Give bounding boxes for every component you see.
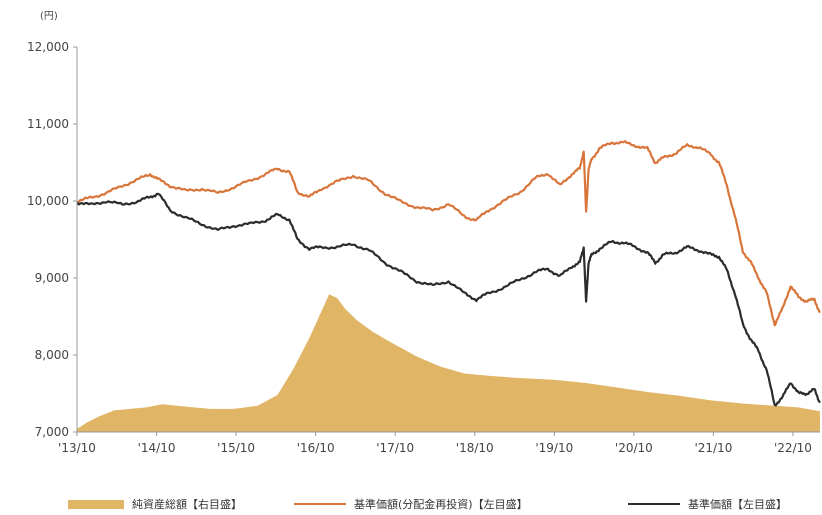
x-tick-label: '22/10 [774, 441, 812, 455]
x-tick-label: '17/10 [376, 441, 414, 455]
net-assets-area-shape [77, 294, 820, 432]
legend-label-nav: 基準価額【左目盛】 [688, 498, 787, 511]
net-assets-area [77, 294, 820, 432]
nav-lines [76, 140, 821, 407]
y-tick-label: 7,000 [35, 425, 69, 439]
x-tick-label: '18/10 [456, 441, 494, 455]
legend-label-net-assets: 純資産総額【右目盛】 [132, 498, 242, 511]
x-axis-ticks: '13/10 '14/10 '15/10 '16/10 '17/10 '18/10 '19/… [58, 432, 812, 455]
legend-swatch-orange-line [294, 503, 346, 505]
x-tick-label: '16/10 [297, 441, 335, 455]
x-tick-label: '13/10 [58, 441, 96, 455]
x-tick-label: '15/10 [217, 441, 255, 455]
legend-swatch-dark-line [628, 503, 680, 505]
y-axis-unit-label: (円) [40, 11, 58, 22]
y-tick-label: 12,000 [27, 40, 69, 54]
legend-item-nav-reinvested: 基準価額(分配金再投資)【左目盛】 [294, 496, 528, 512]
legend: 純資産総額【右目盛】 基準価額(分配金再投資)【左目盛】 基準価額【左目盛】 [0, 492, 822, 514]
legend-swatch-area [68, 499, 124, 509]
nav-reinvested-line [76, 140, 821, 327]
y-axis-ticks: 7,000 8,000 9,000 10,000 11,000 12,000 [27, 40, 77, 439]
chart: (円) 7,000 8,000 9,000 10,000 11,000 12,000 '1… [27, 11, 821, 455]
y-tick-label: 11,000 [27, 117, 69, 131]
legend-label-nav-reinvested: 基準価額(分配金再投資)【左目盛】 [354, 498, 528, 511]
legend-item-net-assets: 純資産総額【右目盛】 [68, 496, 242, 512]
x-tick-label: '19/10 [535, 441, 573, 455]
x-tick-label: '20/10 [615, 441, 653, 455]
y-tick-label: 9,000 [35, 271, 69, 285]
x-tick-label: '14/10 [138, 441, 176, 455]
y-tick-label: 10,000 [27, 194, 69, 208]
x-tick-label: '21/10 [694, 441, 732, 455]
nav-line [76, 192, 821, 407]
legend-item-nav: 基準価額【左目盛】 [628, 496, 787, 512]
y-tick-label: 8,000 [35, 348, 69, 362]
